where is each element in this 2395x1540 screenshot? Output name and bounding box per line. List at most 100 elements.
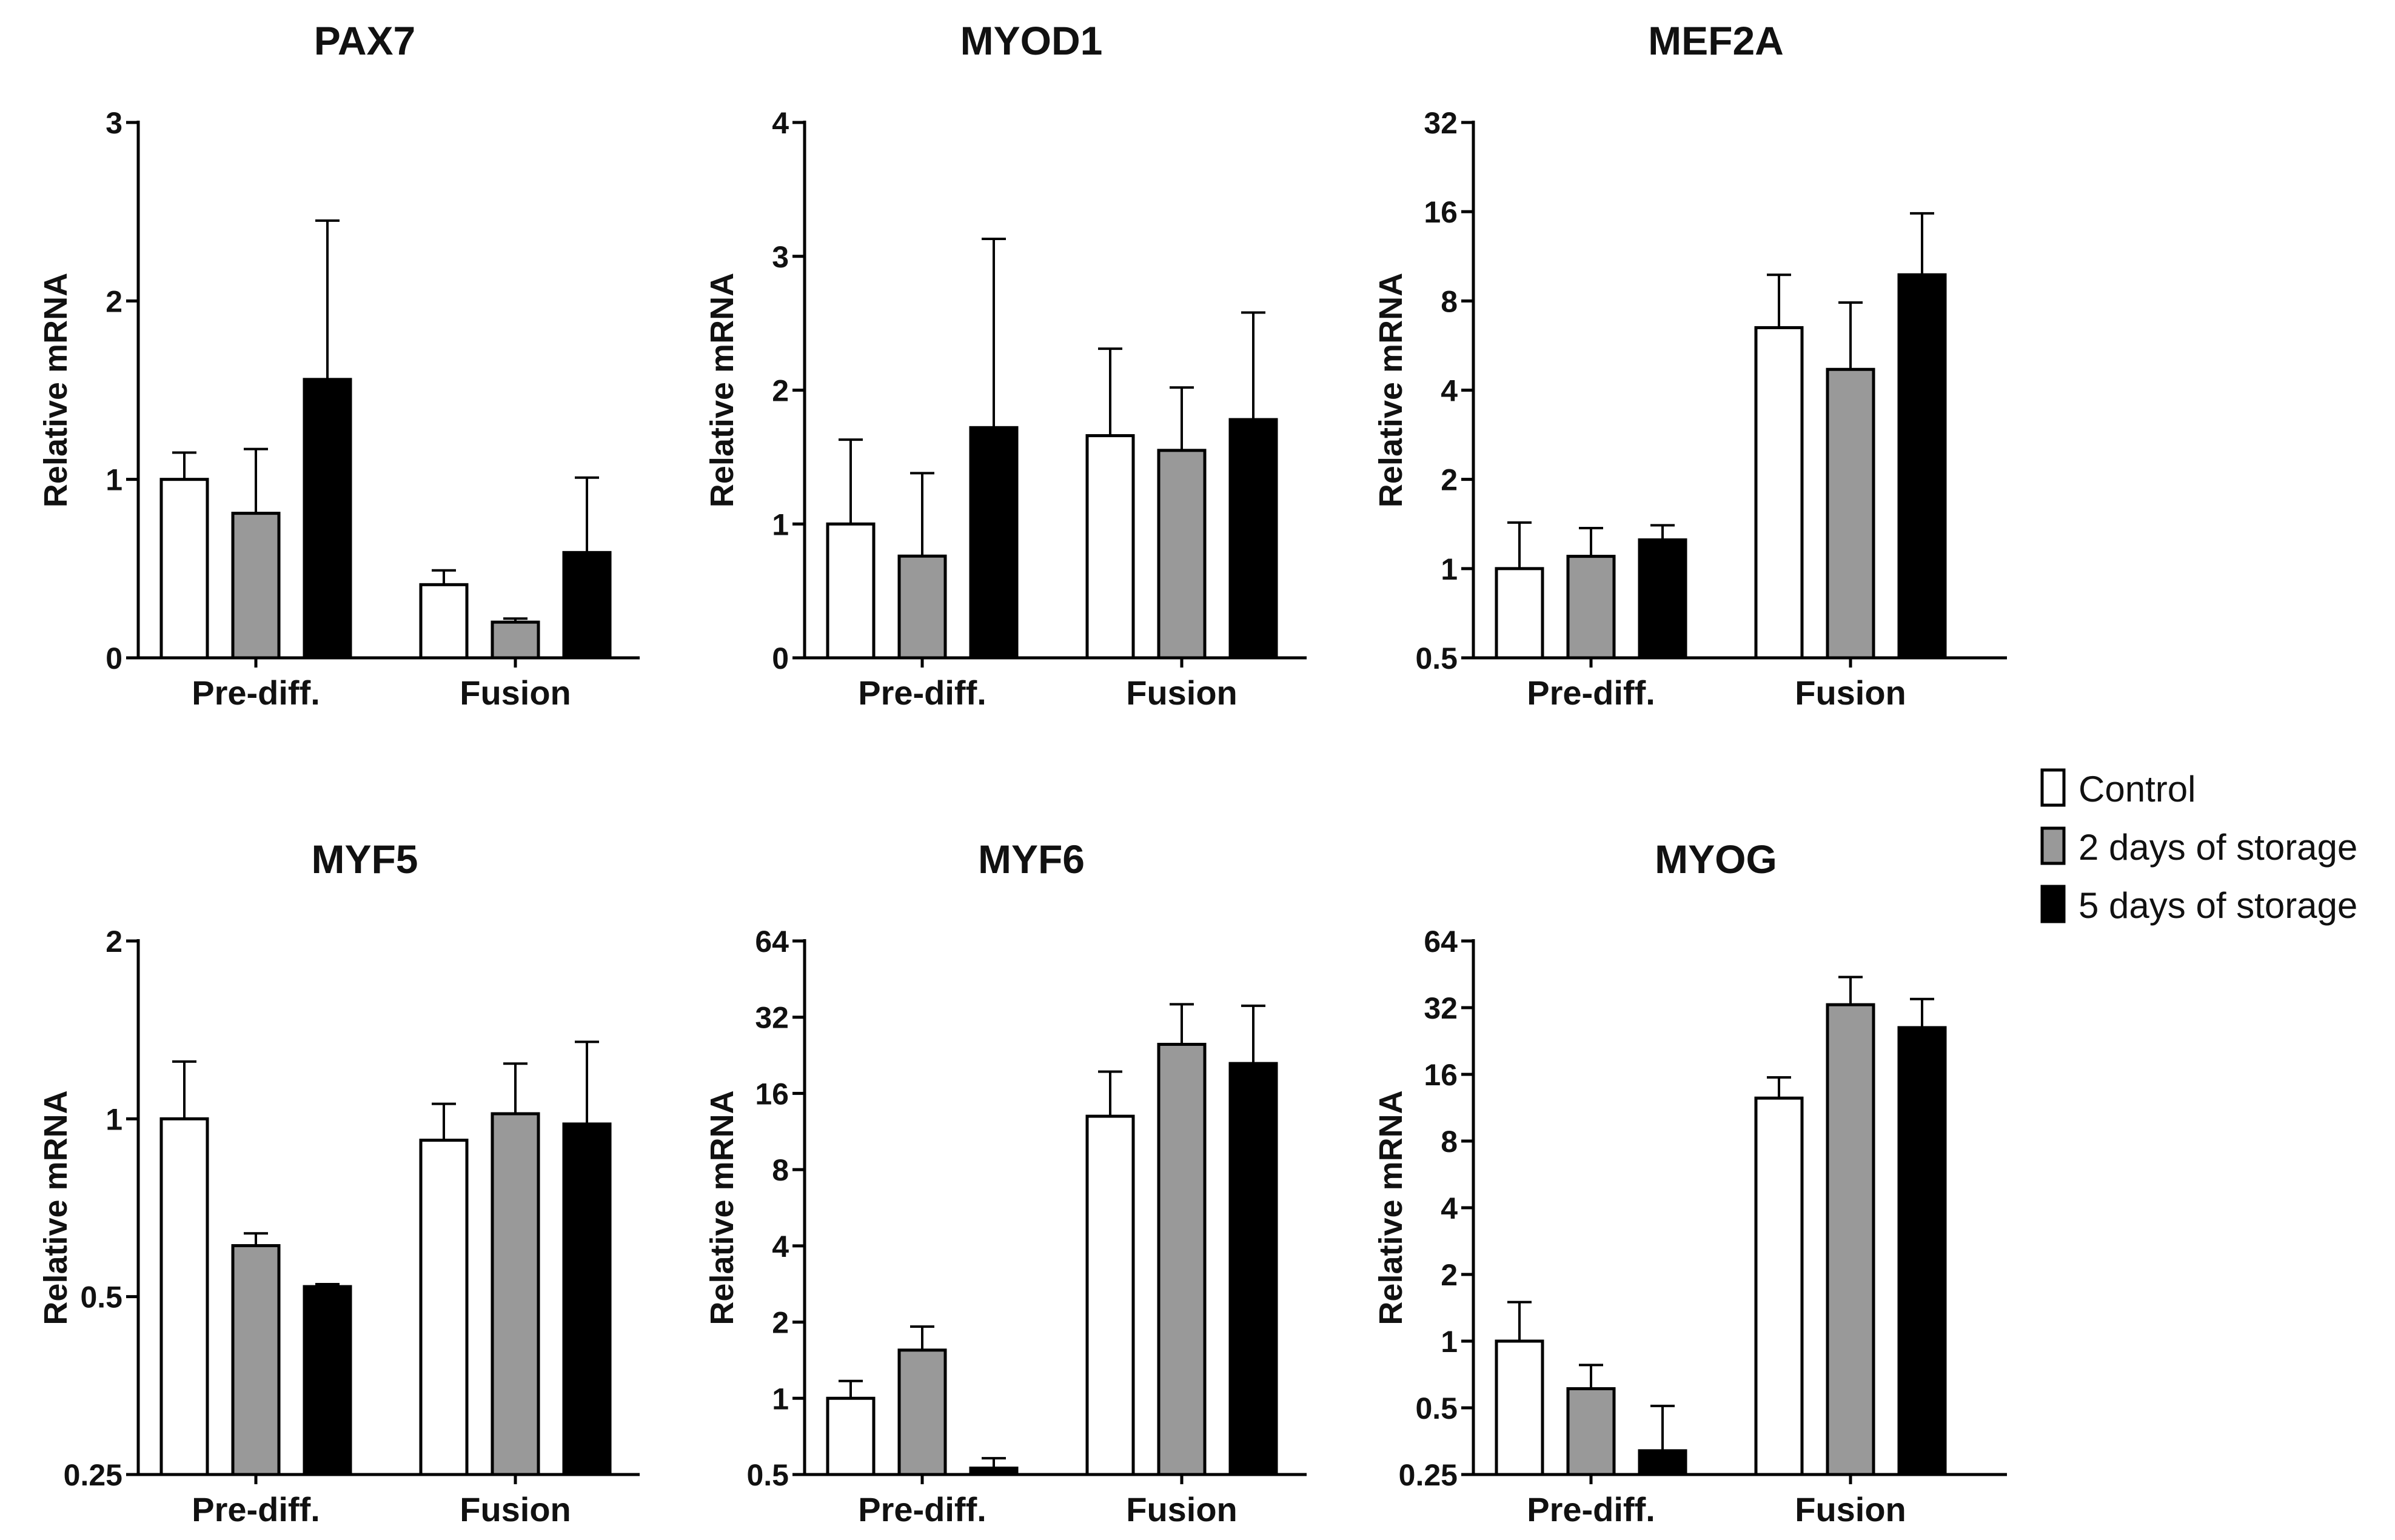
- panel-myf5: MYF5 Relative mRNA 0.25 0.5 1 2 Pre-diff. Fusio…: [38, 837, 640, 1528]
- x-tick-label-myf5-1: Fusion: [460, 1490, 571, 1528]
- panel-pax7: PAX7 Relative mRNA 0 1 2 3 Pre-diff. Fusion: [38, 18, 640, 712]
- bar-mef2a-2-days-0: [1566, 555, 1616, 660]
- y-tick-label-myf5-0: 0.25: [64, 1458, 122, 1492]
- bar-pax7-control-1: [419, 583, 469, 660]
- y-tick-label-myog-7: 32: [1424, 991, 1458, 1025]
- x-tick-label-myod1-1: Fusion: [1126, 674, 1238, 712]
- y-tick-label-myf5-2: 1: [106, 1102, 122, 1136]
- bar-myog-control-1: [1754, 1096, 1804, 1476]
- bar-myf6-2-days-1: [1157, 1042, 1207, 1476]
- bar-myf5-2-days-1: [491, 1112, 540, 1476]
- bar-myf5-2-days-0: [231, 1244, 281, 1476]
- y-tick-label-pax7-0: 0: [106, 641, 122, 675]
- x-tick-label-mef2a-0: Pre-diff.: [1527, 674, 1655, 712]
- y-tick-label-myod1-2: 2: [772, 374, 789, 408]
- y-tick-label-mef2a-4: 8: [1441, 284, 1458, 318]
- y-tick-label-mef2a-2: 2: [1441, 463, 1458, 497]
- bar-mef2a-control-1: [1754, 326, 1804, 660]
- legend: Control 2 days of storage 5 days of stor…: [2040, 768, 2357, 926]
- y-tick-label-mef2a-3: 4: [1441, 374, 1458, 408]
- y-tick-label-myod1-3: 3: [772, 240, 789, 274]
- y-axis-label-myog: Relative mRNA: [1373, 1090, 1409, 1325]
- y-tick-label-myf6-6: 32: [755, 1001, 789, 1035]
- x-tick-label-myf5-0: Pre-diff.: [192, 1490, 320, 1528]
- x-tick-label-mef2a-1: Fusion: [1795, 674, 1906, 712]
- bar-myod1-5-days-0: [969, 426, 1019, 660]
- y-tick-label-mef2a-6: 32: [1424, 106, 1458, 140]
- bar-myf6-2-days-0: [897, 1348, 947, 1476]
- y-tick-label-myf6-0: 0.5: [746, 1458, 789, 1492]
- bar-myod1-2-days-0: [897, 554, 947, 660]
- y-tick-label-myf5-3: 2: [106, 925, 122, 959]
- y-tick-label-myod1-0: 0: [772, 641, 789, 675]
- bar-pax7-5-days-1: [562, 551, 612, 660]
- bar-pax7-2-days-1: [491, 620, 540, 660]
- bar-pax7-2-days-0: [231, 512, 281, 660]
- y-axis-label-mef2a: Relative mRNA: [1373, 273, 1409, 507]
- bar-myod1-control-1: [1085, 434, 1135, 660]
- x-tick-label-pax7-1: Fusion: [460, 674, 571, 712]
- x-tick-label-pax7-0: Pre-diff.: [192, 674, 320, 712]
- bar-pax7-control-0: [159, 478, 209, 660]
- x-tick-label-myog-0: Pre-diff.: [1527, 1490, 1655, 1528]
- bar-myog-5-days-1: [1897, 1026, 1947, 1476]
- bar-myf6-control-1: [1085, 1114, 1135, 1476]
- x-tick-label-myog-1: Fusion: [1795, 1490, 1906, 1528]
- panel-title-myod1: MYOD1: [960, 18, 1103, 63]
- bar-myog-control-0: [1495, 1339, 1544, 1476]
- y-tick-label-mef2a-5: 16: [1424, 195, 1458, 229]
- y-tick-label-pax7-2: 2: [106, 284, 122, 318]
- bar-myod1-control-0: [826, 522, 876, 660]
- y-tick-label-myf6-2: 2: [772, 1306, 789, 1340]
- y-tick-label-myf6-4: 8: [772, 1153, 789, 1187]
- panel-myf6: MYF6 Relative mRNA 0.5 1 2 4 8 16 32 64 Pre-diff. F…: [704, 837, 1307, 1528]
- bar-myod1-5-days-1: [1228, 418, 1278, 660]
- y-tick-label-myod1-1: 1: [772, 507, 789, 541]
- y-tick-label-mef2a-1: 1: [1441, 552, 1458, 586]
- y-tick-label-myog-0: 0.25: [1399, 1458, 1458, 1492]
- bar-myf5-control-1: [419, 1139, 469, 1476]
- y-tick-label-myf6-7: 64: [755, 925, 789, 959]
- panel-title-myog: MYOG: [1655, 837, 1777, 882]
- y-tick-label-myog-4: 4: [1441, 1191, 1458, 1225]
- panel-title-mef2a: MEF2A: [1648, 18, 1784, 63]
- legend-swatch-5-days: [2040, 885, 2066, 923]
- y-tick-label-myog-3: 2: [1441, 1258, 1458, 1292]
- panel-title-myf5: MYF5: [311, 837, 418, 882]
- y-tick-label-myog-5: 8: [1441, 1125, 1458, 1159]
- y-tick-label-myod1-4: 4: [772, 106, 789, 140]
- y-tick-label-myf6-1: 1: [772, 1382, 789, 1416]
- bar-myf6-control-0: [826, 1396, 876, 1476]
- y-tick-label-myf6-5: 16: [755, 1077, 789, 1111]
- bar-mef2a-5-days-0: [1638, 538, 1687, 660]
- y-tick-label-mef2a-0: 0.5: [1415, 641, 1458, 675]
- bar-mef2a-control-0: [1495, 567, 1544, 660]
- bar-myf5-5-days-0: [303, 1285, 352, 1476]
- bar-myog-5-days-0: [1638, 1449, 1687, 1476]
- panel-title-myf6: MYF6: [978, 837, 1085, 882]
- legend-swatch-2-days: [2040, 826, 2066, 865]
- panel-title-pax7: PAX7: [314, 18, 416, 63]
- panel-mef2a: MEF2A Relative mRNA 0.5 1 2 4 8 16 32 Pre-diff. Fu…: [1373, 18, 2007, 712]
- bar-myog-2-days-0: [1566, 1387, 1616, 1476]
- x-tick-label-myf6-1: Fusion: [1126, 1490, 1238, 1528]
- bar-myf6-5-days-1: [1228, 1062, 1278, 1476]
- bar-mef2a-5-days-1: [1897, 273, 1947, 660]
- y-tick-label-myog-1: 0.5: [1415, 1391, 1458, 1425]
- legend-label-5-days: 5 days of storage: [2078, 885, 2357, 926]
- panel-myog: MYOG Relative mRNA 0.25 0.5 1 2 4 8 16 32 64 Pre-di…: [1373, 837, 2007, 1528]
- bar-myog-2-days-1: [1826, 1003, 1875, 1476]
- bar-myf5-control-0: [159, 1117, 209, 1476]
- x-tick-label-myf6-0: Pre-diff.: [858, 1490, 986, 1528]
- y-axis-label-myod1: Relative mRNA: [704, 273, 740, 507]
- panel-myod1: MYOD1 Relative mRNA 0 1 2 3 4 Pre-diff. Fusion: [704, 18, 1307, 712]
- y-axis-label-pax7: Relative mRNA: [38, 273, 74, 507]
- y-axis-label-myf5: Relative mRNA: [38, 1090, 74, 1325]
- y-tick-label-myf6-3: 4: [772, 1230, 789, 1264]
- legend-label-2-days: 2 days of storage: [2078, 827, 2357, 868]
- bar-myf5-5-days-1: [562, 1122, 612, 1476]
- y-tick-label-pax7-3: 3: [106, 106, 122, 140]
- y-axis-label-myf6: Relative mRNA: [704, 1090, 740, 1325]
- bar-mef2a-2-days-1: [1826, 367, 1875, 660]
